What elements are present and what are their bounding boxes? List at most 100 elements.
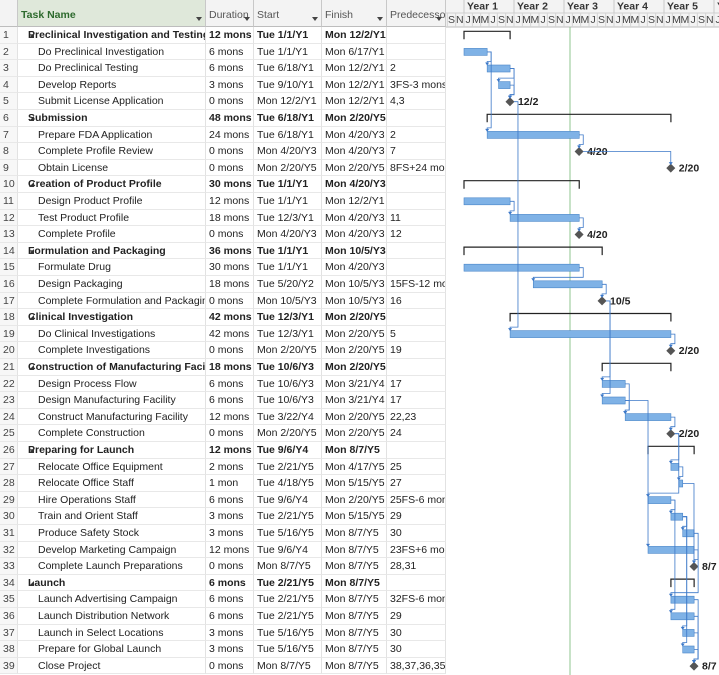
year-label: Year 2: [517, 1, 548, 13]
row-number: 24: [0, 408, 18, 426]
cell-duration: 48 mons: [206, 110, 254, 127]
task-bar: [463, 197, 511, 206]
cell-duration: 0 mons: [206, 226, 254, 243]
cell-name: Formulate Drug: [18, 259, 206, 276]
cell-name: Close Project: [18, 657, 206, 675]
collapse-toggle[interactable]: [29, 365, 34, 370]
month-label: N: [706, 14, 714, 26]
cell-predecessors: 29: [387, 508, 446, 525]
cell-duration: 6 mons: [206, 375, 254, 393]
milestone-label: 4/20: [587, 229, 608, 241]
cell-predecessors: [387, 176, 446, 193]
collapse-toggle[interactable]: [29, 248, 34, 254]
task-bar: [498, 81, 511, 89]
filter-arrow[interactable]: [436, 17, 442, 21]
cell-name: Complete Construction: [18, 425, 206, 442]
cell-duration: 2 mons: [206, 458, 254, 476]
task-bar: [486, 64, 511, 73]
cell-predecessors: [387, 110, 446, 127]
filter-arrow[interactable]: [244, 17, 250, 21]
task-bar: [647, 546, 695, 554]
row-number: 21: [0, 359, 18, 376]
cell-finish: Mon 2/20/Y5: [322, 325, 387, 343]
dependency-link: [693, 615, 699, 663]
cell-name: Relocate Office Equipment: [18, 458, 206, 476]
cell-predecessors: 2: [387, 60, 446, 77]
milestone: [666, 163, 676, 173]
link-arrow: [646, 543, 651, 547]
filter-arrow[interactable]: [377, 17, 383, 21]
summary-bar: [509, 312, 672, 322]
cell-start: Tue 2/21/Y5: [254, 608, 322, 625]
collapse-toggle[interactable]: [29, 33, 34, 38]
month-label: S: [548, 14, 555, 26]
cell-predecessors: 27: [387, 475, 446, 492]
milestone: [574, 147, 584, 156]
cell-start: Tue 5/16/Y5: [254, 641, 322, 658]
collapse-toggle[interactable]: [29, 182, 34, 188]
cell-finish: Mon 4/20/Y3: [322, 209, 387, 227]
link-arrow: [680, 643, 685, 647]
month-label: N: [506, 14, 514, 26]
cell-name: Develop Marketing Campaign: [18, 541, 206, 559]
collapse-toggle[interactable]: [29, 116, 34, 121]
month-label: S: [498, 14, 505, 26]
link-arrow: [668, 593, 673, 597]
task-name: Clinical Investigation: [28, 311, 134, 324]
row-number: 12: [0, 209, 18, 227]
row-number: 7: [0, 126, 18, 144]
link-arrow: [577, 145, 582, 149]
cell-start: Mon 10/5/Y3: [254, 292, 322, 310]
collapse-toggle[interactable]: [29, 448, 34, 453]
dependency-link: [601, 300, 611, 380]
row-number: 6: [0, 110, 18, 127]
cell-predecessors: [387, 259, 446, 276]
cell-start: Tue 3/22/Y4: [254, 408, 322, 426]
cell-finish: Mon 10/5/Y3: [322, 292, 387, 310]
dependency-link: [670, 433, 680, 463]
cell-name: Creation of Product Profile: [18, 176, 206, 193]
row-number: 10: [0, 176, 18, 193]
link-arrow: [508, 211, 513, 215]
cell-finish: Mon 12/2/Y1: [322, 93, 387, 110]
cell-duration: 0 mons: [206, 558, 254, 575]
cell-start: Tue 12/3/Y1: [254, 309, 322, 326]
column-header: Duration: [206, 0, 254, 27]
link-arrow: [668, 427, 673, 431]
cell-duration: 18 mons: [206, 209, 254, 227]
cell-start: Tue 5/16/Y5: [254, 624, 322, 642]
link-arrow: [691, 660, 696, 664]
cell-duration: 12 mons: [206, 27, 254, 44]
month-label: S: [598, 14, 605, 26]
link-arrow: [668, 460, 673, 464]
cell-name: Design Packaging: [18, 276, 206, 293]
filter-arrow[interactable]: [312, 17, 318, 21]
row-number: 30: [0, 508, 18, 525]
month-label: J: [466, 14, 471, 26]
task-bar: [670, 463, 680, 471]
task-name: Creation of Product Profile: [28, 178, 162, 191]
cell-finish: Mon 4/20/Y3: [322, 176, 387, 193]
cell-start: Tue 4/18/Y5: [254, 475, 322, 492]
cell-finish: Mon 8/7/Y5: [322, 574, 387, 592]
cell-start: Mon 4/20/Y3: [254, 143, 322, 160]
link-arrow: [623, 411, 628, 415]
collapse-toggle[interactable]: [29, 580, 34, 586]
month-label: M: [630, 14, 639, 26]
task-name: Launch: [28, 576, 66, 589]
cell-finish: Mon 8/7/Y5: [322, 657, 387, 675]
cell-finish: Mon 8/7/Y5: [322, 591, 387, 608]
cell-start: Tue 2/21/Y5: [254, 574, 322, 592]
filter-arrow[interactable]: [196, 17, 202, 21]
row-number: 18: [0, 309, 18, 326]
row-number: 8: [0, 143, 18, 160]
cell-start: Tue 6/18/Y1: [254, 126, 322, 144]
cell-name: Complete Investigations: [18, 342, 206, 359]
collapse-toggle[interactable]: [29, 315, 34, 321]
summary-bar: [463, 180, 580, 189]
cell-start: Mon 4/20/Y3: [254, 226, 322, 243]
cell-predecessors: 28,31: [387, 558, 446, 575]
column-header: Predecessors: [387, 0, 446, 27]
cell-finish: Mon 3/21/Y4: [322, 375, 387, 393]
task-bar: [647, 496, 672, 504]
